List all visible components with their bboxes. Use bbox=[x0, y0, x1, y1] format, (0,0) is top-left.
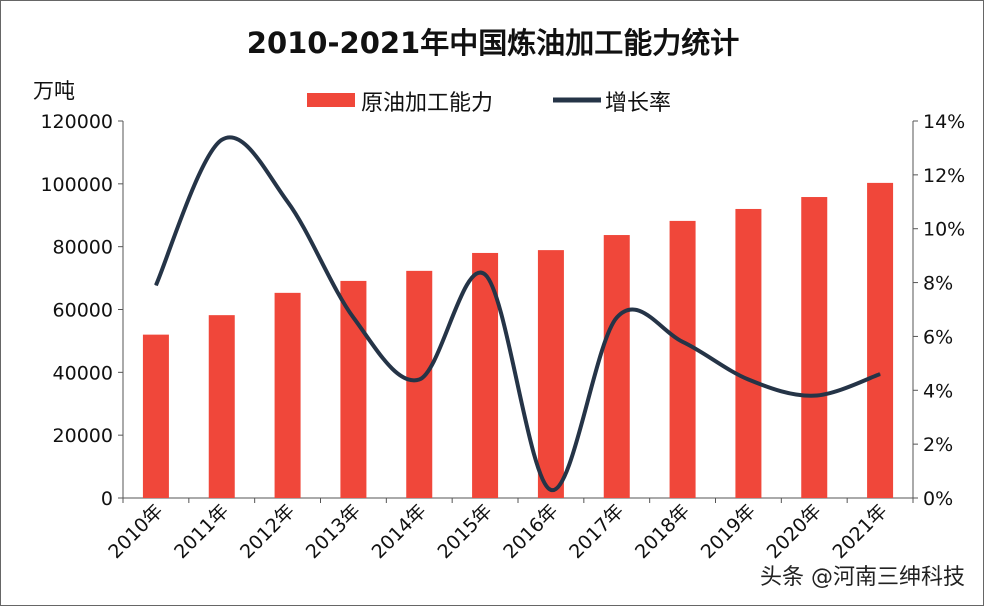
bar-2013年 bbox=[340, 280, 367, 498]
x-tick-label: 2015年 bbox=[433, 500, 496, 563]
growth-point-2016年 bbox=[550, 489, 552, 491]
y-axis-label: 万吨 bbox=[33, 79, 75, 103]
bar-2019年 bbox=[735, 208, 762, 498]
x-tick-label: 2016年 bbox=[499, 500, 562, 563]
right-tick-label: 6% bbox=[923, 326, 953, 348]
bar-2011年 bbox=[208, 315, 235, 498]
x-tick-label: 2020年 bbox=[763, 500, 826, 563]
left-tick-label: 100000 bbox=[40, 174, 113, 196]
bar-2018年 bbox=[669, 220, 696, 498]
right-tick-label: 14% bbox=[923, 111, 965, 133]
left-tick-label: 120000 bbox=[40, 111, 113, 133]
right-tick-label: 2% bbox=[923, 434, 953, 456]
left-tick-label: 80000 bbox=[53, 237, 113, 259]
growth-point-2020年 bbox=[813, 395, 815, 397]
right-tick-label: 4% bbox=[923, 380, 953, 402]
right-tick-label: 10% bbox=[923, 219, 965, 241]
growth-point-2010年 bbox=[155, 284, 157, 286]
left-tick-label: 60000 bbox=[53, 300, 113, 322]
left-tick-label: 40000 bbox=[53, 362, 113, 384]
growth-point-2015年 bbox=[484, 273, 486, 275]
growth-point-2014年 bbox=[418, 379, 420, 381]
bar-2016年 bbox=[537, 250, 564, 498]
growth-point-2013年 bbox=[352, 317, 354, 319]
x-tick-label: 2017年 bbox=[565, 500, 628, 563]
right-tick-label: 12% bbox=[923, 165, 965, 187]
x-tick-label: 2013年 bbox=[302, 500, 365, 563]
watermark: 头条 @河南三绅科技 bbox=[760, 565, 965, 590]
right-tick-label: 0% bbox=[923, 488, 953, 510]
x-tick-label: 2012年 bbox=[236, 500, 299, 563]
legend: 原油加工能力 增长率 bbox=[307, 91, 671, 116]
x-tick-label: 2010年 bbox=[104, 500, 167, 563]
x-tick-label: 2014年 bbox=[368, 500, 431, 563]
x-tick-label: 2011年 bbox=[170, 500, 233, 563]
growth-point-2019年 bbox=[747, 379, 749, 381]
bar-2017年 bbox=[603, 235, 630, 499]
growth-point-2021年 bbox=[879, 373, 881, 375]
x-tick-label: 2019年 bbox=[697, 500, 760, 563]
bar-2012年 bbox=[274, 292, 301, 498]
x-tick-label: 2021年 bbox=[828, 500, 891, 563]
growth-point-2012年 bbox=[287, 201, 289, 203]
growth-point-2011年 bbox=[221, 139, 223, 141]
growth-rate-line bbox=[154, 135, 881, 492]
legend-label-line: 增长率 bbox=[605, 91, 671, 116]
chart-title: 2010-2021年中国炼油加工能力统计 bbox=[247, 26, 739, 60]
right-tick-label: 8% bbox=[923, 273, 953, 295]
growth-point-2018年 bbox=[682, 341, 684, 343]
bar-2020年 bbox=[801, 197, 828, 499]
legend-swatch-bar bbox=[307, 93, 355, 107]
bar-2014年 bbox=[406, 270, 433, 498]
bar-2021年 bbox=[867, 182, 894, 498]
bar-2010年 bbox=[142, 334, 169, 498]
growth-point-2017年 bbox=[616, 317, 618, 319]
left-tick-label: 20000 bbox=[53, 425, 113, 447]
legend-label-bar: 原油加工能力 bbox=[361, 91, 493, 116]
x-tick-label: 2018年 bbox=[631, 500, 694, 563]
left-tick-label: 0 bbox=[101, 488, 113, 510]
